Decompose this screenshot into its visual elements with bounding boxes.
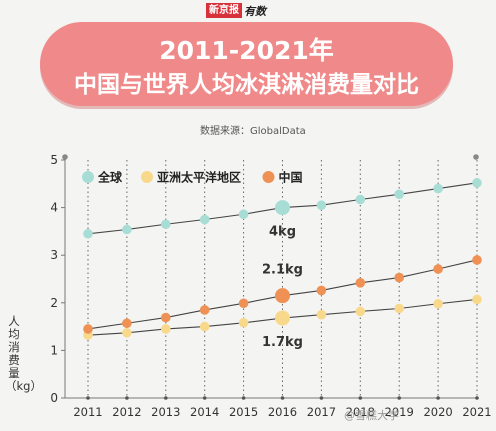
- x-tick-label: 2012: [112, 405, 141, 419]
- data-point: [161, 312, 171, 323]
- legend-marker: [141, 171, 153, 183]
- data-point: [472, 294, 482, 305]
- title-banner: 2011-2021年 中国与世界人均冰淇淋消费量对比: [40, 22, 453, 106]
- watermark: @雪糕大学: [344, 409, 399, 422]
- data-point: [238, 317, 249, 328]
- x-tick-label: 2017: [307, 405, 336, 419]
- data-point: [238, 209, 249, 220]
- highlight-point: [275, 310, 290, 326]
- data-point: [161, 324, 171, 334]
- x-tick-label: 2011: [73, 405, 102, 419]
- y-tick-label: 4: [50, 201, 58, 215]
- data-point: [472, 255, 482, 265]
- legend-label: 亚洲太平洋地区: [157, 170, 241, 185]
- x-tick-label: 2015: [229, 405, 258, 419]
- x-tick-dot: [86, 396, 90, 400]
- data-point: [316, 309, 327, 320]
- grid-end-dot: [473, 154, 479, 160]
- data-point: [394, 303, 405, 314]
- x-tick-dot: [397, 396, 402, 400]
- data-point: [316, 200, 327, 211]
- legend-marker: [82, 171, 94, 183]
- x-tick-label: 2013: [151, 405, 180, 419]
- brand-sub: 有数: [244, 4, 266, 18]
- data-point: [433, 298, 443, 309]
- brand-logo: 新京报 有数: [206, 3, 266, 18]
- x-tick-dot: [280, 396, 285, 400]
- chart-title-line2: 中国与世界人均冰淇淋消费量对比: [74, 72, 419, 98]
- data-point: [316, 285, 327, 296]
- y-tick-label: 5: [50, 153, 58, 167]
- y-axis-label: 人均消费量（kg）: [5, 314, 42, 393]
- legend-marker: [262, 171, 275, 183]
- x-tick-dot: [202, 396, 207, 400]
- data-point: [161, 219, 171, 230]
- x-tick-dot: [164, 396, 168, 400]
- data-point: [394, 272, 405, 283]
- y-axis-end-dot: [62, 154, 68, 160]
- data-point: [199, 305, 210, 315]
- y-tick-label: 2: [50, 296, 58, 310]
- data-label: 1.7kg: [262, 335, 303, 350]
- data-point: [199, 321, 210, 332]
- data-point: [122, 318, 132, 329]
- data-point: [355, 194, 366, 205]
- x-tick-dot: [125, 396, 129, 400]
- data-label: 2.1kg: [262, 263, 303, 278]
- data-point: [355, 306, 366, 317]
- y-tick-label: 3: [50, 248, 58, 262]
- x-tick-dot: [436, 396, 440, 400]
- data-point: [394, 189, 405, 200]
- x-tick-label: 2019: [385, 405, 414, 419]
- data-point: [122, 327, 132, 338]
- data-point: [433, 183, 443, 194]
- y-tick-label: 0: [50, 391, 58, 405]
- data-point: [83, 324, 93, 334]
- data-point: [238, 298, 249, 309]
- data-point: [122, 224, 132, 235]
- x-tick-label: 2020: [423, 405, 452, 419]
- data-point: [472, 178, 482, 188]
- x-tick-label: 2018: [346, 405, 375, 419]
- data-point: [199, 214, 210, 225]
- x-tick-label: 2016: [268, 405, 297, 419]
- y-tick-label: 1: [50, 343, 58, 357]
- data-point: [433, 264, 443, 274]
- data-point: [355, 278, 366, 288]
- chart-title-line1: 2011-2021年: [159, 36, 334, 65]
- x-tick-dot: [358, 396, 363, 400]
- data-point: [83, 228, 93, 239]
- x-tick-label: 2021: [462, 405, 491, 419]
- legend-label: 全球: [97, 170, 123, 185]
- x-tick-dot: [475, 396, 479, 400]
- x-tick-label: 2014: [190, 405, 219, 419]
- highlight-point: [275, 288, 290, 304]
- data-label: 4kg: [269, 225, 296, 240]
- x-tick-dot: [319, 396, 324, 400]
- x-tick-dot: [241, 396, 246, 400]
- brand-main: 新京报: [206, 3, 242, 18]
- data-source: 数据来源：GlobalData: [200, 126, 306, 137]
- highlight-point: [275, 200, 290, 216]
- legend-label: 中国: [279, 170, 303, 185]
